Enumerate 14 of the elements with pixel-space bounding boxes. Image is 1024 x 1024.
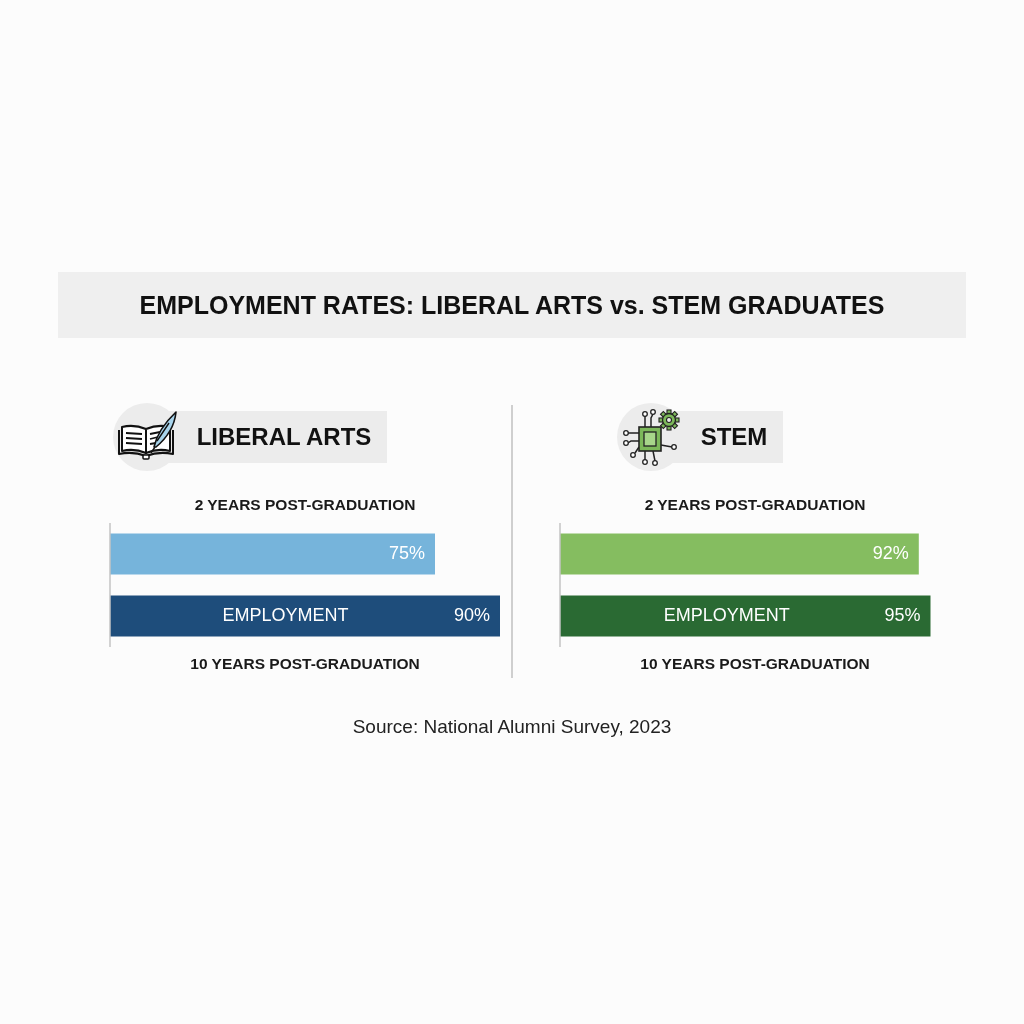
y-tick-label: 2 YEARS POST-GRADUATION	[194, 495, 416, 513]
text: EMPLOYMENT RATES: LIBERAL ARTS vs. STEM GRADUATES	[139, 290, 885, 320]
data-label: 75%	[388, 542, 425, 563]
y-tick-label: 10 YEARS POST-GRADUATION	[190, 654, 420, 672]
data-label: 92%	[872, 542, 909, 563]
chart-title: STEM	[656, 411, 784, 463]
data-label: 90%	[453, 604, 490, 625]
y-tick-label: 2 YEARS POST-GRADUATION	[644, 495, 866, 513]
chart-title: LIBERAL ARTS	[152, 411, 388, 463]
data-label: 95%	[884, 604, 921, 625]
annotation: Source: National Alumni Survey, 2023	[351, 715, 673, 739]
annotation: EMPLOYMENT	[663, 604, 790, 625]
annotation: EMPLOYMENT	[222, 604, 349, 625]
y-tick-label: 10 YEARS POST-GRADUATION	[640, 654, 870, 672]
